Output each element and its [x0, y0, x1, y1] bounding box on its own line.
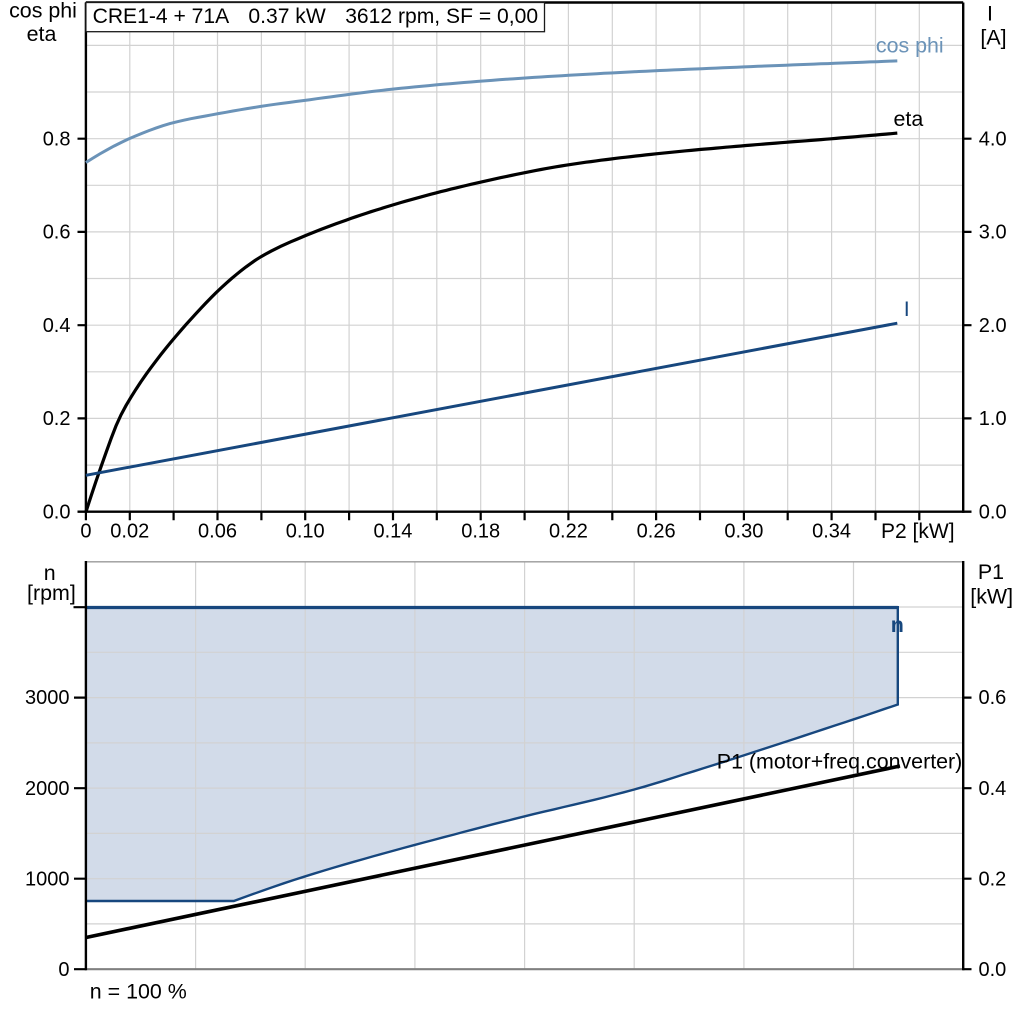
- svg-text:[A]: [A]: [980, 26, 1006, 50]
- svg-text:0.18: 0.18: [461, 521, 500, 543]
- svg-text:n: n: [891, 613, 904, 637]
- svg-text:P1: P1: [978, 560, 1004, 584]
- svg-text:n = 100 %: n = 100 %: [90, 979, 187, 1003]
- svg-text:0.0: 0.0: [43, 501, 71, 523]
- svg-text:I: I: [987, 2, 993, 26]
- svg-text:P1 (motor+freq.converter): P1 (motor+freq.converter): [717, 750, 963, 774]
- svg-text:1000: 1000: [25, 868, 70, 890]
- svg-text:0.0: 0.0: [979, 959, 1007, 981]
- svg-text:2000: 2000: [25, 778, 70, 800]
- svg-text:2.0: 2.0: [979, 315, 1007, 337]
- svg-text:0.8: 0.8: [43, 128, 71, 150]
- svg-text:0.2: 0.2: [43, 408, 71, 430]
- svg-text:0.22: 0.22: [549, 521, 588, 543]
- svg-text:3.0: 3.0: [979, 222, 1007, 244]
- svg-text:[rpm]: [rpm]: [27, 581, 76, 605]
- svg-text:0: 0: [58, 959, 69, 981]
- svg-text:P2 [kW]: P2 [kW]: [881, 520, 955, 543]
- svg-text:0.06: 0.06: [198, 521, 237, 543]
- svg-text:1.0: 1.0: [979, 408, 1007, 430]
- svg-text:0.34: 0.34: [812, 521, 851, 543]
- svg-text:0.02: 0.02: [110, 521, 149, 543]
- svg-text:I: I: [904, 297, 910, 321]
- svg-text:cos phi: cos phi: [876, 33, 944, 57]
- svg-text:0.30: 0.30: [724, 521, 763, 543]
- svg-text:cos phi: cos phi: [9, 0, 77, 23]
- svg-text:0.6: 0.6: [43, 222, 71, 244]
- svg-text:0.0: 0.0: [979, 501, 1007, 523]
- svg-text:0.10: 0.10: [286, 521, 325, 543]
- svg-text:0.26: 0.26: [637, 521, 676, 543]
- svg-text:0.2: 0.2: [979, 868, 1007, 890]
- svg-text:n: n: [44, 561, 56, 585]
- svg-text:0: 0: [80, 521, 91, 543]
- svg-text:0.14: 0.14: [373, 521, 412, 543]
- svg-text:0.4: 0.4: [979, 778, 1007, 800]
- svg-text:eta: eta: [894, 107, 924, 131]
- svg-text:0.4: 0.4: [43, 315, 71, 337]
- svg-text:4.0: 4.0: [979, 128, 1007, 150]
- svg-text:3000: 3000: [25, 687, 70, 709]
- svg-text:0.6: 0.6: [979, 687, 1007, 709]
- svg-text:eta: eta: [27, 22, 57, 46]
- svg-text:[kW]: [kW]: [970, 585, 1013, 609]
